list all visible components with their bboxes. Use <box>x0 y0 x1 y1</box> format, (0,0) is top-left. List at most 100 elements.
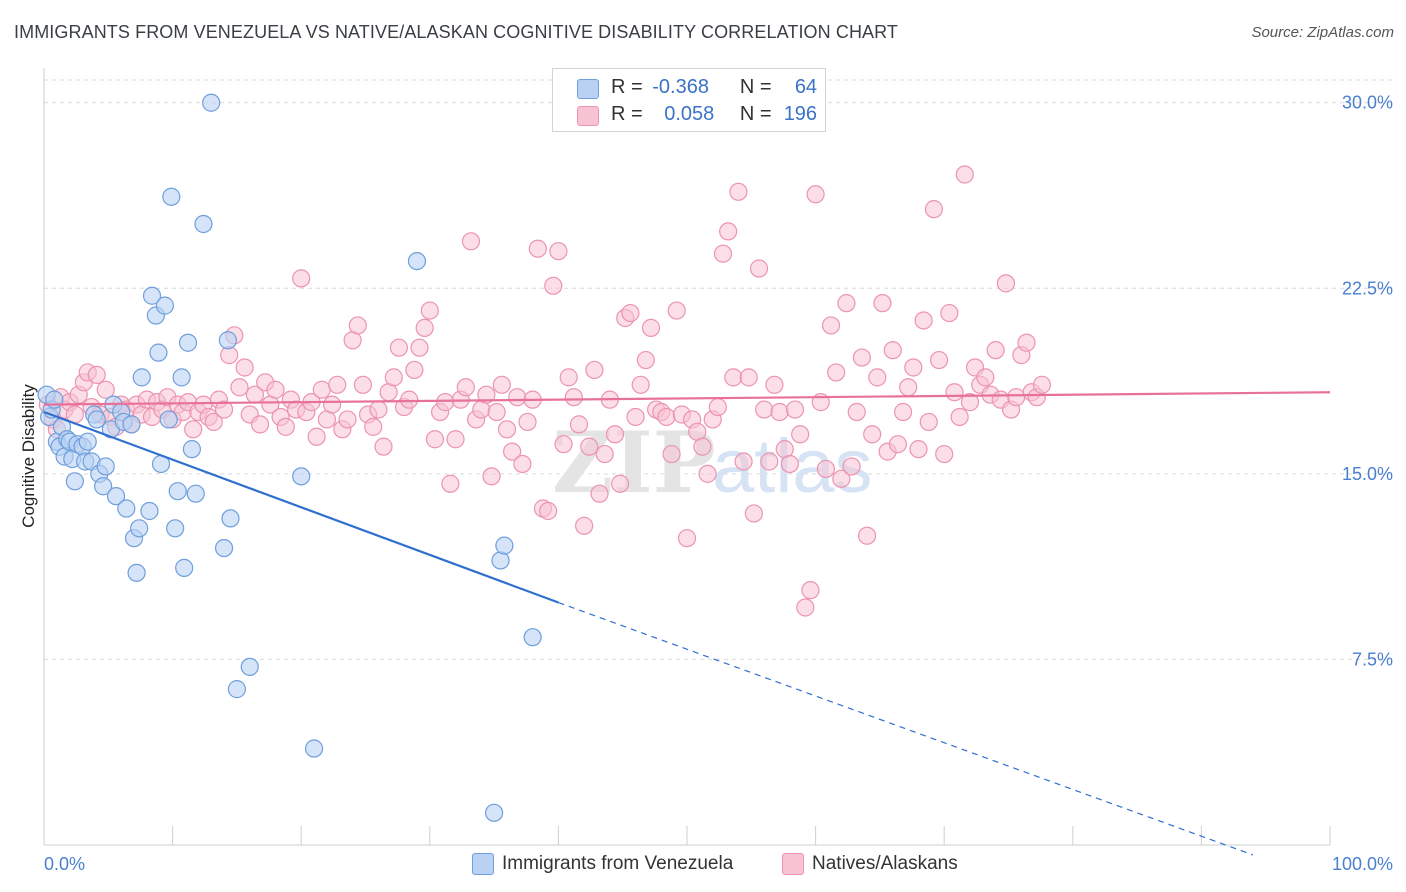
blue-point-56 <box>304 739 324 758</box>
legend-text-blue: R = -0.368 N = 64 <box>611 76 818 98</box>
pink-point-115 <box>621 303 640 323</box>
pink-point-48 <box>276 417 295 436</box>
pink-point-192 <box>1017 333 1036 352</box>
pink-point-184 <box>976 368 995 387</box>
blue-point-18 <box>87 410 106 429</box>
pink-point-188 <box>996 274 1016 293</box>
blue-point-55 <box>292 467 311 486</box>
pink-point-99 <box>539 501 558 521</box>
pink-point-74 <box>410 338 429 357</box>
pink-point-136 <box>729 182 748 201</box>
blue-point-34 <box>142 286 162 305</box>
pink-point-161 <box>857 526 877 545</box>
axes <box>43 68 1331 846</box>
pink-point-146 <box>780 454 799 474</box>
pink-point-11 <box>87 365 106 385</box>
bottom-legend-swatch-pink <box>782 853 804 875</box>
pink-point-148 <box>791 425 810 444</box>
pink-point-175 <box>929 350 949 370</box>
pink-point-36 <box>214 400 234 419</box>
y-tick-label-3: 30.0% <box>1342 93 1393 113</box>
pink-point-62 <box>348 316 367 335</box>
bottom-legend-label-pink: Natives/Alaskans <box>812 853 958 874</box>
pink-point-54 <box>307 427 326 446</box>
pink-point-63 <box>353 375 373 394</box>
trend-lines <box>43 391 1331 856</box>
blue-point-43 <box>172 368 191 387</box>
pink-point-137 <box>734 452 753 471</box>
chart-title: IMMIGRANTS FROM VENEZUELA VS NATIVE/ALAS… <box>14 22 899 42</box>
pink-point-90 <box>492 375 511 394</box>
y-axis-title: Cognitive Disability <box>19 384 38 528</box>
pink-point-140 <box>749 259 769 278</box>
pink-point-129 <box>693 437 712 456</box>
blue-point-61 <box>523 628 542 647</box>
pink-point-101 <box>549 242 568 261</box>
pink-point-170 <box>904 358 923 377</box>
pink-point-172 <box>914 311 933 330</box>
chart-source: Source: ZipAtlas.com <box>1251 24 1394 41</box>
blue-point-44 <box>175 558 194 577</box>
x-tick-label-start: 0.0% <box>44 854 85 874</box>
series-natives-alaskans <box>38 165 1052 617</box>
pink-point-149 <box>796 598 815 617</box>
pink-point-40 <box>235 358 254 377</box>
pink-point-164 <box>873 294 892 313</box>
pink-point-39 <box>230 378 249 397</box>
blue-point-15 <box>78 432 97 451</box>
pink-point-180 <box>955 165 974 184</box>
blue-point-47 <box>186 484 205 503</box>
pink-point-79 <box>436 393 455 412</box>
pink-point-147 <box>785 400 805 419</box>
pink-point-70 <box>389 338 409 357</box>
pink-point-84 <box>461 232 481 251</box>
pink-point-51 <box>292 269 311 288</box>
pink-point-75 <box>415 318 434 337</box>
blue-point-11 <box>65 472 84 491</box>
pink-point-87 <box>477 385 496 404</box>
blue-point-20 <box>94 477 113 496</box>
pink-point-142 <box>760 452 779 471</box>
pink-point-43 <box>250 415 270 434</box>
series-immigrants-venezuela <box>37 93 542 822</box>
y-tick-label-2: 22.5% <box>1342 278 1393 298</box>
blue-point-28 <box>122 415 141 434</box>
blue-point-39 <box>159 410 178 429</box>
pink-point-66 <box>369 400 388 419</box>
legend-box: R = -0.368 N = 64 R = 0.058 N = 196 <box>552 68 826 132</box>
pink-point-126 <box>677 529 697 548</box>
pink-point-186 <box>986 341 1005 360</box>
pink-point-95 <box>518 412 537 432</box>
pink-point-179 <box>950 407 969 427</box>
pink-point-112 <box>605 425 625 444</box>
blue-point-57 <box>407 251 427 271</box>
pink-point-46 <box>266 380 285 399</box>
pink-point-81 <box>446 430 465 449</box>
pink-point-133 <box>713 244 733 263</box>
pink-point-160 <box>852 348 871 367</box>
blue-point-49 <box>202 93 221 112</box>
pink-point-130 <box>698 464 717 483</box>
pink-point-169 <box>899 378 918 397</box>
pink-point-132 <box>708 397 727 417</box>
pink-point-107 <box>580 437 599 456</box>
pink-point-195 <box>1032 375 1052 394</box>
pink-point-30 <box>184 420 203 439</box>
y-tick-label-0: 7.5% <box>1352 649 1393 669</box>
pink-point-13 <box>96 380 115 399</box>
pink-point-72 <box>400 390 419 409</box>
legend-swatch-blue <box>577 79 599 99</box>
blue-point-50 <box>214 538 234 558</box>
pink-point-113 <box>611 474 630 493</box>
blue-point-32 <box>132 368 151 387</box>
blue-point-54 <box>240 657 259 676</box>
pink-point-123 <box>662 444 681 464</box>
pink-point-135 <box>724 368 743 387</box>
pink-point-117 <box>631 375 650 394</box>
pink-point-134 <box>719 222 738 241</box>
pink-point-34 <box>204 412 223 432</box>
pink-point-141 <box>755 400 774 419</box>
pink-point-106 <box>575 516 594 535</box>
pink-point-89 <box>487 402 506 422</box>
blue-point-46 <box>182 440 201 459</box>
